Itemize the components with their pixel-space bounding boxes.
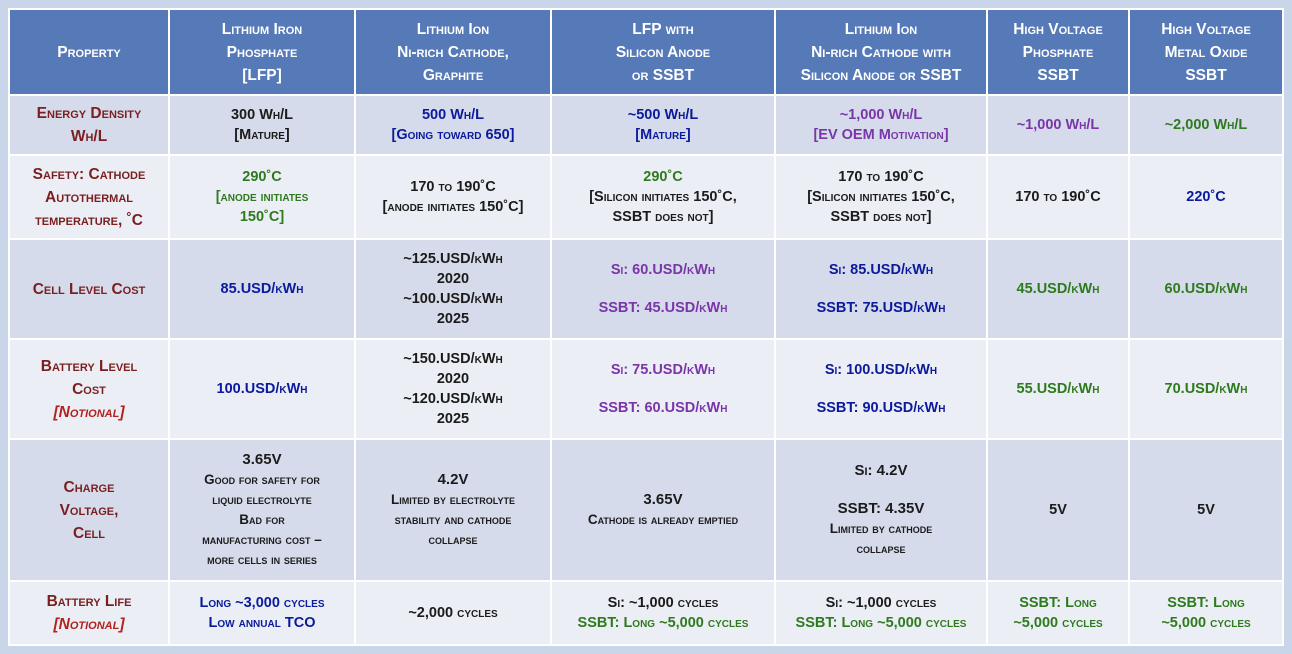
cell-cost-hv-oxide: 60.USD/kWh — [1128, 238, 1284, 340]
voltage-hv-oxide: 5V — [1128, 438, 1284, 582]
cell-cost-lfp-si: Si: 60.USD/kWh SSBT: 45.USD/kWh — [550, 238, 776, 340]
header-nmc-si: Lithium Ion Ni-rich Cathode with Silicon… — [774, 8, 988, 96]
row-battery-life: Battery Life [Notional] Long ~3,000 cycl… — [8, 580, 1284, 646]
header-hv-phosphate: High Voltage Phosphate SSBT — [986, 8, 1130, 96]
row-energy-density: Energy Density Wh/L 300 Wh/L [Mature] 50… — [8, 94, 1284, 156]
header-lfp-si: LFP with Silicon Anode or SSBT — [550, 8, 776, 96]
life-nmc-si: Si: ~1,000 cycles SSBT: Long ~5,000 cycl… — [774, 580, 988, 646]
header-nmc: Lithium Ion Ni-rich Cathode, Graphite — [354, 8, 552, 96]
battery-cost-lfp-si: Si: 75.USD/kWh SSBT: 60.USD/kWh — [550, 338, 776, 440]
safety-hv-phosphate: 170 to 190˚C — [986, 154, 1130, 240]
voltage-lfp-si: 3.65V Cathode is already emptied — [550, 438, 776, 582]
life-hv-phosphate: SSBT: Long ~5,000 cycles — [986, 580, 1130, 646]
life-lfp-si: Si: ~1,000 cycles SSBT: Long ~5,000 cycl… — [550, 580, 776, 646]
energy-lfp: 300 Wh/L [Mature] — [168, 94, 356, 156]
header-lfp: Lithium Iron Phosphate [LFP] — [168, 8, 356, 96]
safety-lfp-si: 290˚C [Silicon initiates 150˚C, SSBT doe… — [550, 154, 776, 240]
label-charge-voltage: Charge Voltage, Cell — [8, 438, 170, 582]
energy-lfp-si: ~500 Wh/L [Mature] — [550, 94, 776, 156]
energy-nmc-si: ~1,000 Wh/L [EV OEM Motivation] — [774, 94, 988, 156]
energy-hv-phosphate: ~1,000 Wh/L — [986, 94, 1130, 156]
energy-nmc: 500 Wh/L [Going toward 650] — [354, 94, 552, 156]
voltage-nmc-si: Si: 4.2V SSBT: 4.35V Limited by cathode … — [774, 438, 988, 582]
life-hv-oxide: SSBT: Long ~5,000 cycles — [1128, 580, 1284, 646]
label-battery-life: Battery Life [Notional] — [8, 580, 170, 646]
battery-cost-nmc-si: Si: 100.USD/kWh SSBT: 90.USD/kWh — [774, 338, 988, 440]
cell-cost-lfp: 85.USD/kWh — [168, 238, 356, 340]
header-row: Property Lithium Iron Phosphate [LFP] Li… — [8, 8, 1284, 96]
safety-hv-oxide: 220˚C — [1128, 154, 1284, 240]
life-nmc: ~2,000 cycles — [354, 580, 552, 646]
safety-nmc: 170 to 190˚C [anode initiates 150˚C] — [354, 154, 552, 240]
voltage-lfp: 3.65V Good for safety for liquid electro… — [168, 438, 356, 582]
notional-tag: [Notional] — [53, 616, 125, 633]
cell-cost-hv-phosphate: 45.USD/kWh — [986, 238, 1130, 340]
safety-lfp: 290˚C [anode initiates 150˚C] — [168, 154, 356, 240]
cell-cost-nmc: ~125.USD/kWh 2020 ~100.USD/kWh 2025 — [354, 238, 552, 340]
row-charge-voltage: Charge Voltage, Cell 3.65V Good for safe… — [8, 438, 1284, 582]
row-cell-cost: Cell Level Cost 85.USD/kWh ~125.USD/kWh … — [8, 238, 1284, 340]
energy-hv-oxide: ~2,000 Wh/L — [1128, 94, 1284, 156]
battery-cost-nmc: ~150.USD/kWh 2020 ~120.USD/kWh 2025 — [354, 338, 552, 440]
label-safety: Safety: Cathode Autothermal temperature,… — [8, 154, 170, 240]
battery-comparison-table: Property Lithium Iron Phosphate [LFP] Li… — [8, 8, 1284, 646]
notional-tag: [Notional] — [53, 403, 125, 421]
row-safety: Safety: Cathode Autothermal temperature,… — [8, 154, 1284, 240]
battery-cost-hv-oxide: 70.USD/kWh — [1128, 338, 1284, 440]
battery-cost-hv-phosphate: 55.USD/kWh — [986, 338, 1130, 440]
label-cell-cost: Cell Level Cost — [8, 238, 170, 340]
battery-cost-lfp: 100.USD/kWh — [168, 338, 356, 440]
comparison-table-frame: Property Lithium Iron Phosphate [LFP] Li… — [8, 8, 1284, 646]
life-lfp: Long ~3,000 cycles Low annual TCO — [168, 580, 356, 646]
row-battery-cost: Battery Level Cost [Notional] 100.USD/kW… — [8, 338, 1284, 440]
label-energy-density: Energy Density Wh/L — [8, 94, 170, 156]
header-property: Property — [8, 8, 170, 96]
voltage-hv-phosphate: 5V — [986, 438, 1130, 582]
voltage-nmc: 4.2V Limited by electrolyte stability an… — [354, 438, 552, 582]
safety-nmc-si: 170 to 190˚C [Silicon initiates 150˚C, S… — [774, 154, 988, 240]
header-hv-oxide: High Voltage Metal Oxide SSBT — [1128, 8, 1284, 96]
label-battery-cost: Battery Level Cost [Notional] — [8, 338, 170, 440]
cell-cost-nmc-si: Si: 85.USD/kWh SSBT: 75.USD/kWh — [774, 238, 988, 340]
